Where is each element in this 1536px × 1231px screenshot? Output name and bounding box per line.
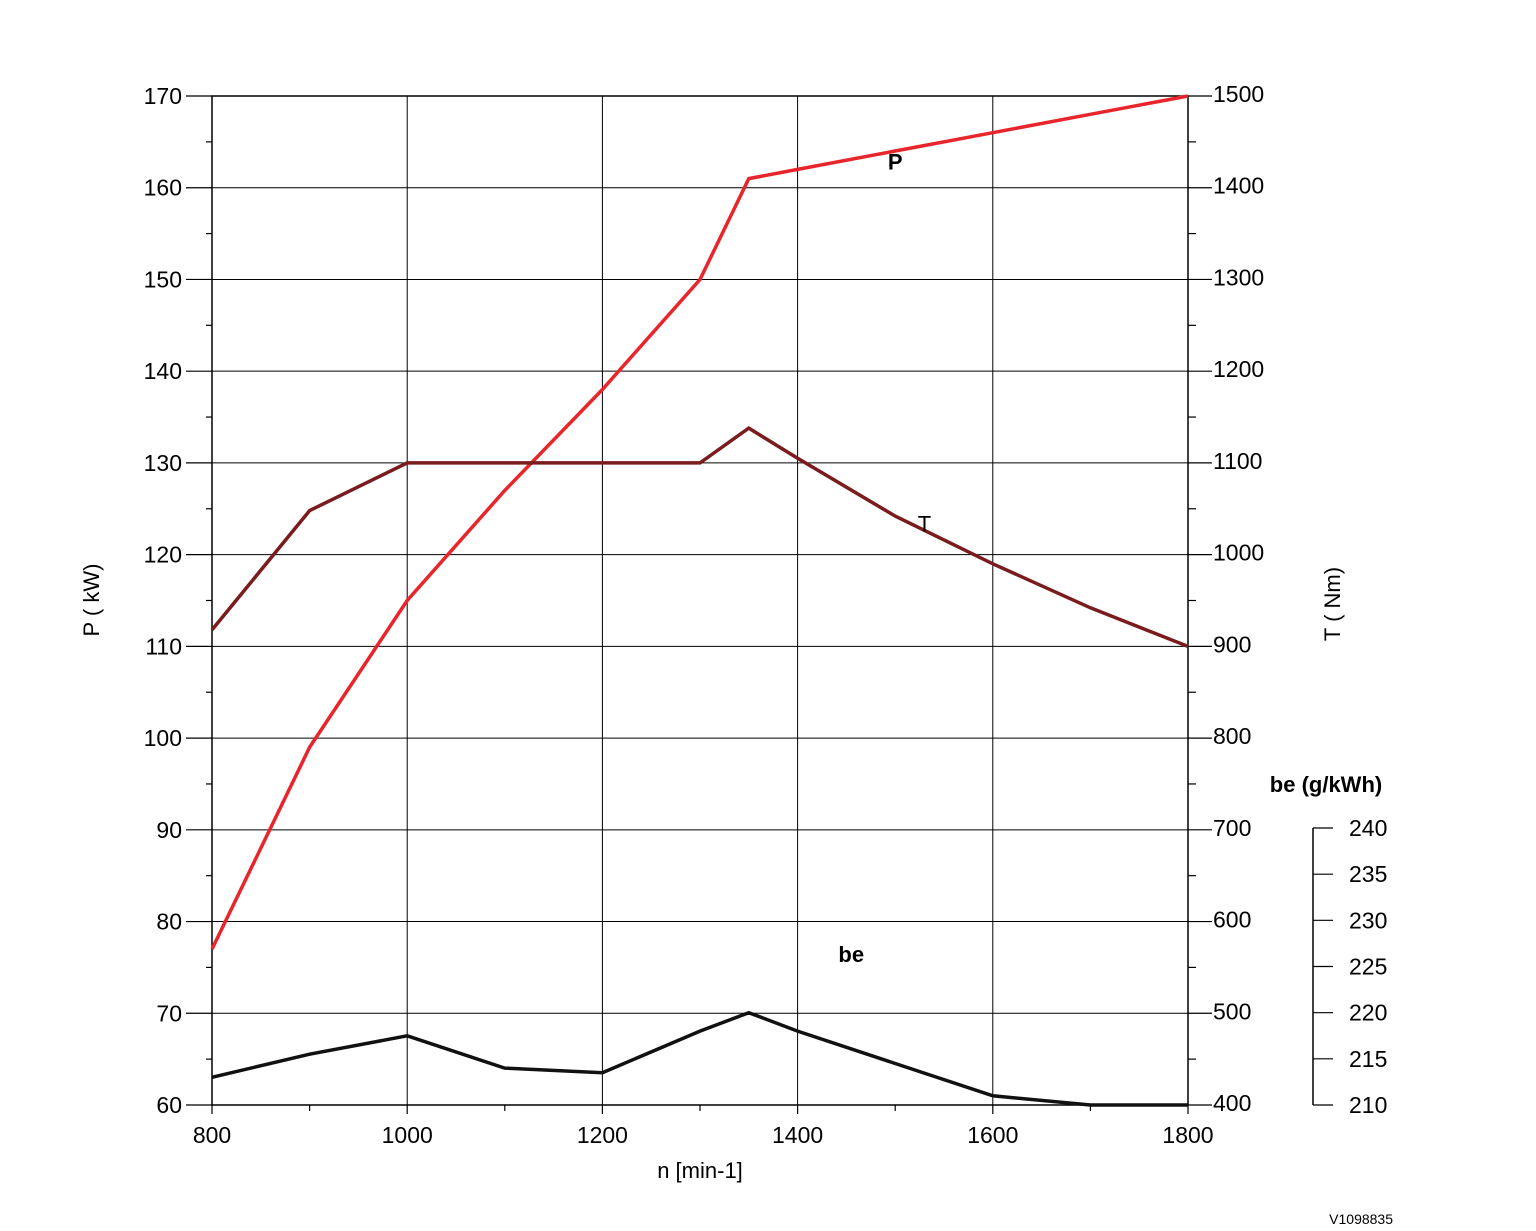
series-line-be xyxy=(211,1010,1188,1107)
be-tick-label: 225 xyxy=(1349,954,1387,980)
plot-frame xyxy=(211,95,1189,1106)
x-axis-title: n [min-1] xyxy=(657,1158,743,1183)
series-label-T: T xyxy=(918,512,931,537)
left-tick-label: 60 xyxy=(156,1092,182,1118)
series-labels: P Tbe xyxy=(838,149,931,967)
right-tick-label: 1000 xyxy=(1213,540,1264,566)
be-tick-label: 220 xyxy=(1349,1000,1387,1026)
be-tick-label: 240 xyxy=(1349,815,1387,841)
be-tick-label: 235 xyxy=(1349,861,1387,887)
left-tick-label: 80 xyxy=(156,909,182,935)
right-tick-label: 800 xyxy=(1213,723,1251,749)
left-tick-label: 90 xyxy=(156,817,182,843)
left-tick-label: 140 xyxy=(144,358,182,384)
series-line-T xyxy=(210,425,1189,649)
be-tick-label: 230 xyxy=(1349,907,1387,933)
right-tick-label: 700 xyxy=(1213,815,1251,841)
tick-labels: 800 1000 1200 1400 1600 1800 60 70 80 90 100 110 120… xyxy=(144,81,1388,1148)
left-axis-title: P ( kW) xyxy=(79,564,104,637)
x-tick-label: 1000 xyxy=(382,1122,433,1148)
series-label-be: be xyxy=(838,942,864,967)
left-tick-label: 160 xyxy=(144,175,182,201)
right-tick-label: 1500 xyxy=(1213,81,1264,107)
series-label-P: P xyxy=(888,149,903,174)
x-tick-label: 1400 xyxy=(772,1122,823,1148)
right-tick-label: 1300 xyxy=(1213,264,1264,290)
left-tick-label: 150 xyxy=(144,266,182,292)
left-tick-label: 170 xyxy=(144,83,182,109)
grid xyxy=(212,96,1188,1105)
right-tick-label: 500 xyxy=(1213,998,1251,1024)
right-tick-label: 900 xyxy=(1213,631,1251,657)
left-tick-label: 120 xyxy=(144,542,182,568)
x-tick-label: 1800 xyxy=(1162,1122,1213,1148)
axes xyxy=(186,95,1333,1114)
series-line-P xyxy=(210,94,1189,950)
x-tick-label: 800 xyxy=(193,1122,231,1148)
right-tick-label: 600 xyxy=(1213,907,1251,933)
series-lines xyxy=(210,94,1189,1107)
left-tick-label: 130 xyxy=(144,450,182,476)
right-tick-label: 1400 xyxy=(1213,173,1264,199)
left-tick-label: 70 xyxy=(156,1000,182,1026)
x-tick-label: 1600 xyxy=(967,1122,1018,1148)
be-axis-title: be (g/kWh) xyxy=(1270,772,1382,797)
x-tick-label: 1200 xyxy=(577,1122,628,1148)
right-axis-title: T ( Nm) xyxy=(1320,567,1345,641)
figure-code: V1098835 xyxy=(1329,1211,1393,1227)
be-tick-label: 215 xyxy=(1349,1046,1387,1072)
right-tick-label: 1100 xyxy=(1213,448,1262,474)
right-tick-label: 1200 xyxy=(1213,356,1264,382)
left-tick-label: 100 xyxy=(144,725,182,751)
be-tick-label: 210 xyxy=(1349,1092,1387,1118)
left-tick-label: 110 xyxy=(145,633,182,659)
right-tick-label: 400 xyxy=(1213,1090,1251,1116)
